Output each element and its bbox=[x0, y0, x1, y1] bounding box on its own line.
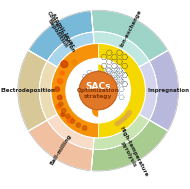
Text: SACs: SACs bbox=[86, 82, 111, 91]
Text: Electrodeposition: Electrodeposition bbox=[1, 88, 56, 93]
Circle shape bbox=[70, 119, 75, 123]
Wedge shape bbox=[93, 32, 149, 67]
Circle shape bbox=[72, 60, 77, 65]
Wedge shape bbox=[28, 120, 93, 171]
Wedge shape bbox=[149, 50, 179, 131]
Wedge shape bbox=[91, 10, 168, 61]
Text: Optimization
strategy: Optimization strategy bbox=[77, 88, 120, 99]
Wedge shape bbox=[51, 43, 146, 138]
Text: Atomic layer
deposition: Atomic layer deposition bbox=[45, 12, 76, 51]
Circle shape bbox=[121, 118, 125, 122]
Wedge shape bbox=[28, 11, 93, 61]
Circle shape bbox=[82, 126, 87, 130]
Circle shape bbox=[118, 120, 122, 124]
Circle shape bbox=[60, 71, 64, 75]
Text: Impregnation: Impregnation bbox=[147, 88, 189, 93]
Circle shape bbox=[61, 61, 68, 68]
Circle shape bbox=[67, 116, 73, 123]
Circle shape bbox=[62, 108, 66, 113]
Wedge shape bbox=[139, 61, 157, 120]
Circle shape bbox=[56, 104, 61, 109]
Wedge shape bbox=[28, 11, 93, 61]
Wedge shape bbox=[18, 50, 47, 131]
Circle shape bbox=[61, 113, 65, 116]
Text: Ball-milling: Ball-milling bbox=[49, 133, 72, 166]
Circle shape bbox=[66, 114, 70, 118]
Circle shape bbox=[79, 72, 117, 110]
Circle shape bbox=[115, 122, 119, 126]
Wedge shape bbox=[92, 104, 98, 117]
Wedge shape bbox=[93, 114, 149, 149]
Circle shape bbox=[127, 111, 131, 115]
Text: Coprecipitation: Coprecipitation bbox=[46, 10, 76, 53]
Circle shape bbox=[76, 123, 81, 127]
Circle shape bbox=[15, 8, 181, 174]
Circle shape bbox=[57, 78, 63, 84]
Wedge shape bbox=[91, 120, 168, 171]
Circle shape bbox=[55, 87, 60, 92]
Text: Ion-exchange: Ion-exchange bbox=[119, 9, 142, 48]
Wedge shape bbox=[47, 32, 94, 67]
Circle shape bbox=[123, 116, 127, 120]
Wedge shape bbox=[98, 64, 105, 77]
Circle shape bbox=[125, 113, 129, 117]
Wedge shape bbox=[47, 114, 94, 149]
Circle shape bbox=[59, 102, 63, 106]
Wedge shape bbox=[98, 43, 146, 138]
Text: High-temperature
pyrolysis: High-temperature pyrolysis bbox=[113, 125, 148, 180]
Circle shape bbox=[57, 95, 62, 100]
Wedge shape bbox=[47, 32, 94, 67]
Wedge shape bbox=[39, 61, 57, 120]
